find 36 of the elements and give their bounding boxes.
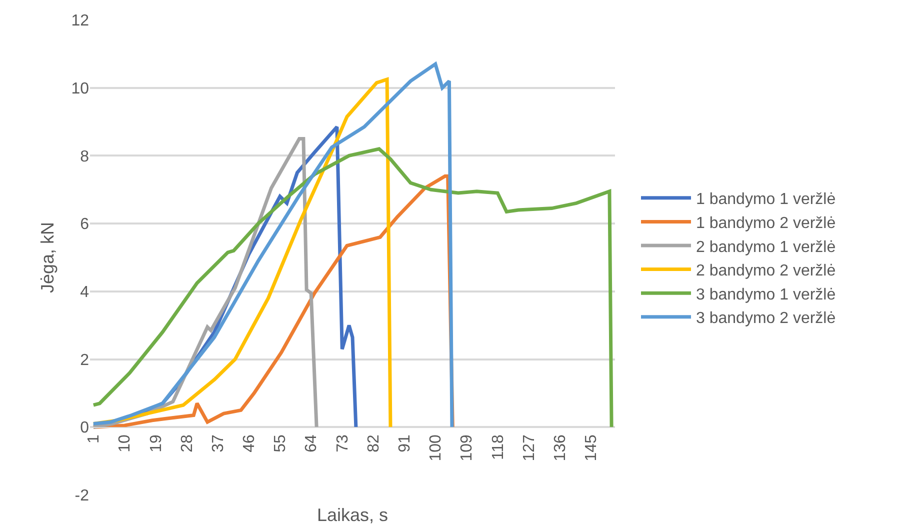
x-tick-label: 136 (552, 434, 569, 462)
x-tick-label: 19 (148, 434, 165, 452)
line-series (92, 147, 614, 429)
line-series (92, 62, 454, 429)
legend-label: 1 bandymo 2 veržlė (696, 214, 836, 232)
x-tick-label: 91 (396, 434, 414, 452)
y-axis-title: Jėga, kN (37, 222, 58, 294)
x-tick-label: 55 (272, 434, 290, 452)
legend-label: 3 bandymo 2 veržlė (696, 310, 836, 328)
x-tick-label: 37 (210, 434, 227, 452)
y-tick-label: 8 (80, 148, 90, 166)
legend-label: 2 bandymo 1 veržlė (696, 238, 836, 256)
x-tick-label: 28 (178, 434, 196, 452)
legend-label: 3 bandymo 1 veržlė (696, 286, 836, 304)
x-tick-label: 46 (241, 434, 258, 452)
x-tick-label: 127 (520, 434, 538, 462)
legend-label: 2 bandymo 2 veržlė (696, 262, 836, 280)
x-tick-label: 145 (583, 434, 600, 462)
y-tick-label: 0 (80, 420, 90, 437)
y-tick-label: 12 (71, 12, 90, 30)
y-tick-label: 10 (71, 80, 90, 98)
x-tick-label: 118 (490, 434, 507, 460)
legend-label: 1 bandymo 1 veržlė (696, 191, 836, 208)
x-tick-label: 109 (458, 434, 476, 462)
y-tick-label: -2 (74, 488, 90, 505)
y-tick-label: 2 (80, 352, 90, 369)
x-tick-label: 73 (334, 434, 352, 452)
x-tick-label: 82 (365, 434, 382, 452)
y-tick-label: 6 (80, 216, 90, 234)
x-axis-title: Laikas, s (317, 505, 388, 525)
x-tick-label: 10 (116, 434, 134, 452)
y-tick-label: 4 (80, 284, 90, 302)
line-series (92, 78, 392, 429)
x-tick-label: 1 (86, 434, 103, 444)
x-tick-label: 64 (303, 434, 320, 452)
x-tick-label: 100 (428, 434, 445, 462)
